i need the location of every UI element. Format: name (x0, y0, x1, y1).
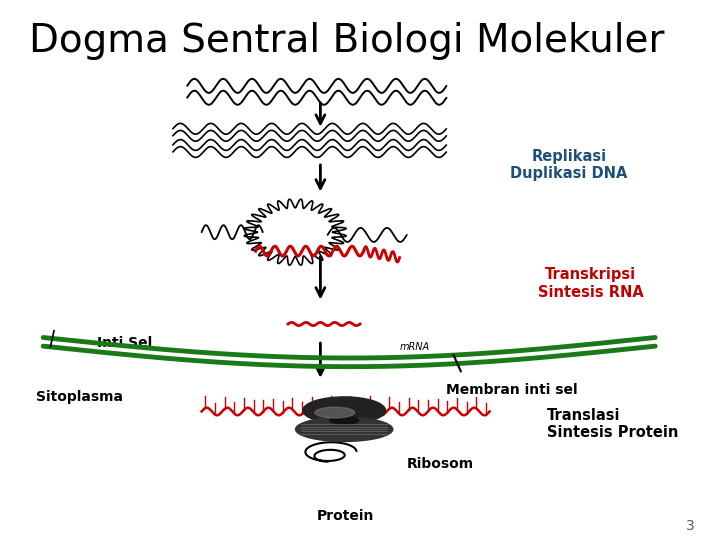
Text: Protein: Protein (317, 509, 374, 523)
Text: 3: 3 (686, 519, 695, 534)
Text: Membran inti sel: Membran inti sel (446, 383, 578, 397)
Text: Transkripsi
Sintesis RNA: Transkripsi Sintesis RNA (538, 267, 643, 300)
Ellipse shape (315, 407, 355, 418)
Text: Translasi
Sintesis Protein: Translasi Sintesis Protein (547, 408, 678, 440)
Text: Replikasi
Duplikasi DNA: Replikasi Duplikasi DNA (510, 148, 628, 181)
Text: mRNA: mRNA (400, 342, 430, 352)
Text: Dogma Sentral Biologi Molekuler: Dogma Sentral Biologi Molekuler (29, 22, 665, 59)
Text: Ribosom: Ribosom (407, 457, 474, 471)
Ellipse shape (302, 397, 386, 424)
Text: Inti Sel: Inti Sel (97, 336, 153, 350)
Ellipse shape (295, 417, 393, 442)
Polygon shape (244, 199, 346, 265)
Ellipse shape (330, 416, 359, 424)
Text: Sitoplasma: Sitoplasma (36, 390, 123, 404)
